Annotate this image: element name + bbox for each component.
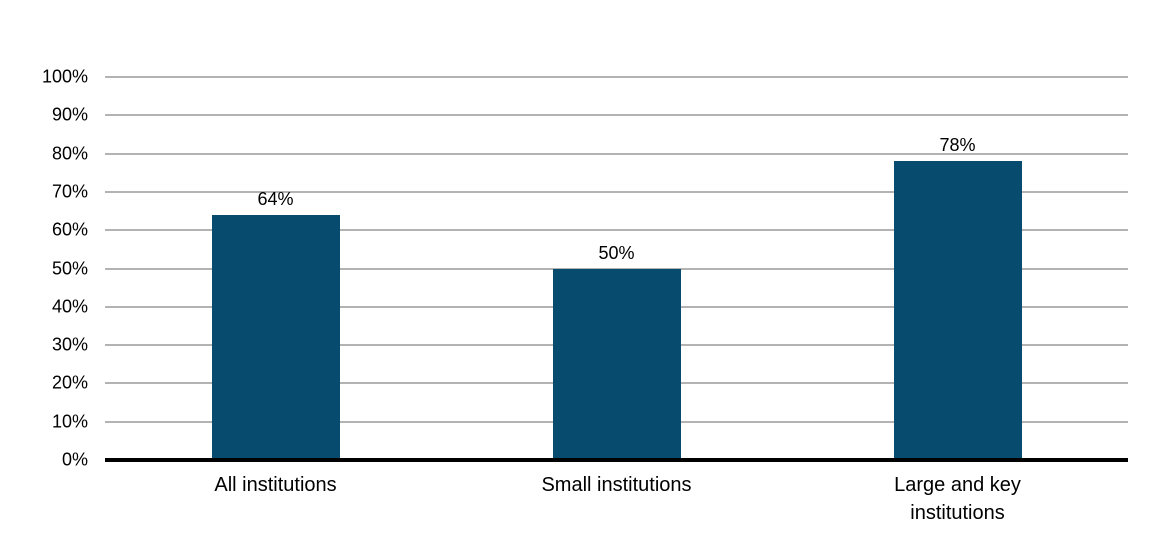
- y-tick-label: 50%: [51, 258, 88, 278]
- gridline: [105, 190, 1128, 193]
- y-tick-label: 100%: [41, 66, 88, 87]
- y-tick-label: 60%: [51, 219, 88, 240]
- x-category-label: Large and key institutions: [894, 474, 1021, 524]
- y-tick-label: 90%: [51, 104, 88, 125]
- gridline: [105, 152, 1128, 155]
- x-axis-line: [105, 458, 1128, 462]
- x-category-label: Small institutions: [541, 474, 692, 496]
- gridline: [105, 114, 1128, 117]
- bar: [211, 214, 340, 460]
- y-tick-label: 80%: [51, 143, 88, 164]
- y-tick-label: 10%: [51, 411, 88, 432]
- bar-value-label: 78%: [939, 135, 976, 156]
- y-tick-label: 70%: [51, 181, 88, 202]
- bar-value-label: 50%: [598, 242, 635, 263]
- x-axis: All institutions Small institutions Large …: [105, 471, 1128, 535]
- y-tick-label: 30%: [51, 334, 88, 355]
- y-tick-label: 0%: [61, 449, 88, 470]
- gridline: [105, 76, 1128, 78]
- x-category-label: All institutions: [214, 474, 337, 496]
- bar: [552, 268, 681, 460]
- bar-value-label: 64%: [257, 188, 294, 209]
- bar: [893, 161, 1022, 460]
- y-tick-label: 20%: [51, 372, 88, 393]
- y-tick-label: 40%: [51, 296, 88, 317]
- gridline: [105, 229, 1128, 232]
- plot-area: 64% 50% 78%: [105, 76, 1128, 462]
- y-axis: 0% 10% 20% 30% 40% 50% 60% 70% 80% 90% 100%: [0, 67, 88, 470]
